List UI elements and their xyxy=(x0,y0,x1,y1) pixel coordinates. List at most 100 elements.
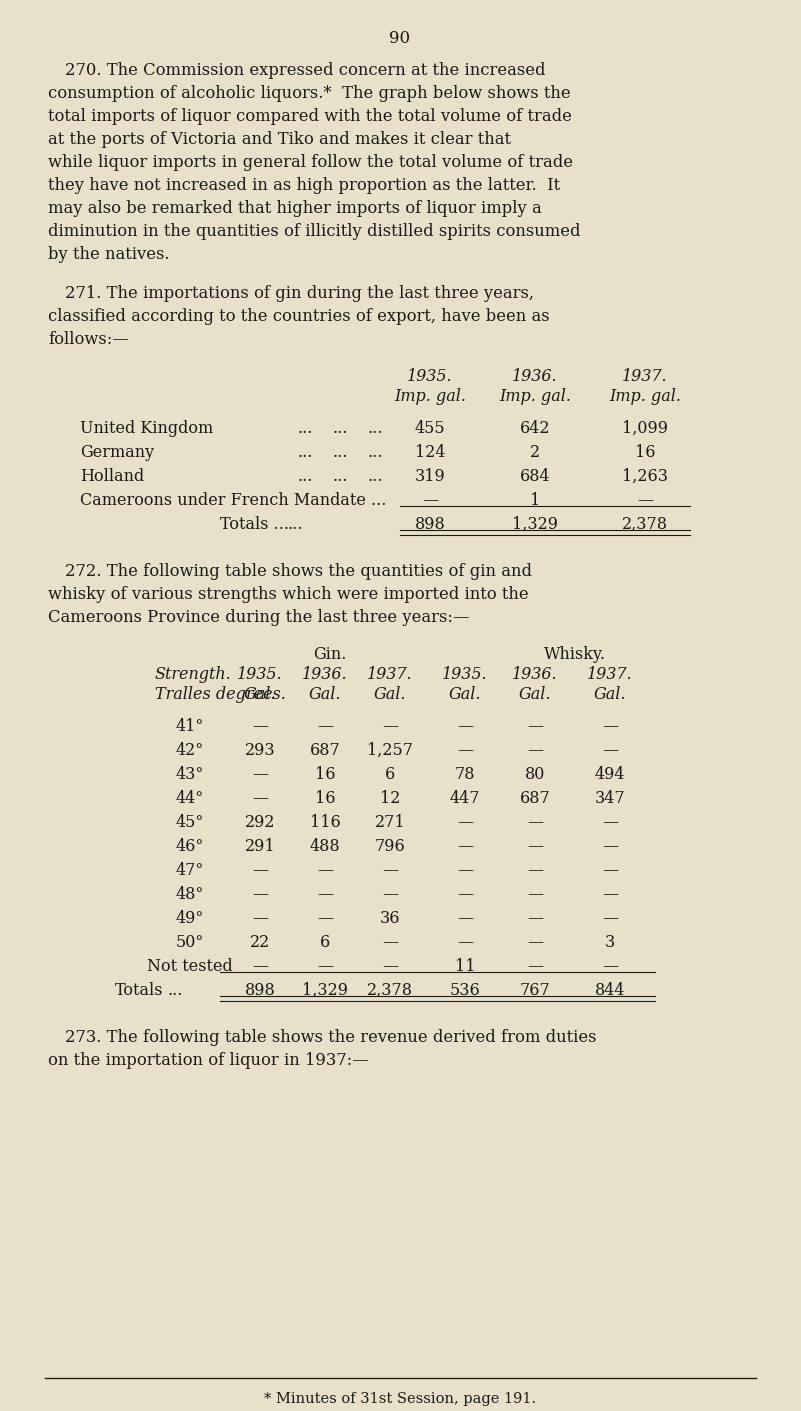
Text: 455: 455 xyxy=(415,420,445,437)
Text: Tralles degrees.: Tralles degrees. xyxy=(155,686,286,703)
Text: Gal.: Gal. xyxy=(449,686,481,703)
Text: 16: 16 xyxy=(315,790,336,807)
Text: 80: 80 xyxy=(525,766,545,783)
Text: 44°: 44° xyxy=(176,790,204,807)
Text: 16: 16 xyxy=(315,766,336,783)
Text: 6: 6 xyxy=(384,766,395,783)
Text: diminution in the quantities of illicitly distilled spirits consumed: diminution in the quantities of illicitl… xyxy=(48,223,581,240)
Text: 898: 898 xyxy=(415,516,445,533)
Text: ...: ... xyxy=(332,420,348,437)
Text: —: — xyxy=(602,886,618,903)
Text: 3: 3 xyxy=(605,934,615,951)
Text: 271: 271 xyxy=(375,814,405,831)
Text: ...: ... xyxy=(332,468,348,485)
Text: 270. The Commission expressed concern at the increased: 270. The Commission expressed concern at… xyxy=(65,62,545,79)
Text: Totals: Totals xyxy=(115,982,163,999)
Text: 46°: 46° xyxy=(175,838,204,855)
Text: 43°: 43° xyxy=(175,766,204,783)
Text: —: — xyxy=(457,814,473,831)
Text: Whisky.: Whisky. xyxy=(544,646,606,663)
Text: 272. The following table shows the quantities of gin and: 272. The following table shows the quant… xyxy=(65,563,532,580)
Text: —: — xyxy=(527,934,543,951)
Text: on the importation of liquor in 1937:—: on the importation of liquor in 1937:— xyxy=(48,1053,368,1070)
Text: —: — xyxy=(317,886,333,903)
Text: while liquor imports in general follow the total volume of trade: while liquor imports in general follow t… xyxy=(48,154,573,171)
Text: Not tested: Not tested xyxy=(147,958,233,975)
Text: 536: 536 xyxy=(449,982,481,999)
Text: 42°: 42° xyxy=(176,742,204,759)
Text: —: — xyxy=(527,718,543,735)
Text: follows:—: follows:— xyxy=(48,332,129,349)
Text: —: — xyxy=(527,958,543,975)
Text: 687: 687 xyxy=(310,742,340,759)
Text: —: — xyxy=(252,766,268,783)
Text: Germany: Germany xyxy=(80,444,154,461)
Text: 1936.: 1936. xyxy=(512,666,557,683)
Text: ...: ... xyxy=(297,420,312,437)
Text: 447: 447 xyxy=(449,790,481,807)
Text: —: — xyxy=(602,958,618,975)
Text: 844: 844 xyxy=(595,982,626,999)
Text: —: — xyxy=(637,492,653,509)
Text: —: — xyxy=(382,886,398,903)
Text: —: — xyxy=(527,910,543,927)
Text: 642: 642 xyxy=(520,420,550,437)
Text: Totals ...: Totals ... xyxy=(220,516,289,533)
Text: Gal.: Gal. xyxy=(374,686,406,703)
Text: 1,329: 1,329 xyxy=(302,982,348,999)
Text: 898: 898 xyxy=(244,982,276,999)
Text: 319: 319 xyxy=(415,468,445,485)
Text: Strength.: Strength. xyxy=(155,666,231,683)
Text: Gal.: Gal. xyxy=(519,686,551,703)
Text: by the natives.: by the natives. xyxy=(48,246,170,262)
Text: total imports of liquor compared with the total volume of trade: total imports of liquor compared with th… xyxy=(48,109,572,126)
Text: 2: 2 xyxy=(530,444,540,461)
Text: 50°: 50° xyxy=(175,934,204,951)
Text: ...: ... xyxy=(368,468,383,485)
Text: —: — xyxy=(382,862,398,879)
Text: ...: ... xyxy=(288,516,303,533)
Text: whisky of various strengths which were imported into the: whisky of various strengths which were i… xyxy=(48,586,529,602)
Text: —: — xyxy=(457,910,473,927)
Text: —: — xyxy=(457,934,473,951)
Text: Gal.: Gal. xyxy=(594,686,626,703)
Text: —: — xyxy=(317,910,333,927)
Text: —: — xyxy=(252,862,268,879)
Text: —: — xyxy=(252,958,268,975)
Text: 271. The importations of gin during the last three years,: 271. The importations of gin during the … xyxy=(65,285,534,302)
Text: —: — xyxy=(252,886,268,903)
Text: 116: 116 xyxy=(310,814,340,831)
Text: Gin.: Gin. xyxy=(313,646,347,663)
Text: 488: 488 xyxy=(310,838,340,855)
Text: 796: 796 xyxy=(375,838,405,855)
Text: 684: 684 xyxy=(520,468,550,485)
Text: 1936.: 1936. xyxy=(302,666,348,683)
Text: ...: ... xyxy=(297,468,312,485)
Text: Gal.: Gal. xyxy=(308,686,341,703)
Text: 273. The following table shows the revenue derived from duties: 273. The following table shows the reven… xyxy=(65,1029,597,1046)
Text: —: — xyxy=(457,886,473,903)
Text: —: — xyxy=(457,862,473,879)
Text: * Minutes of 31st Session, page 191.: * Minutes of 31st Session, page 191. xyxy=(264,1393,536,1405)
Text: ...: ... xyxy=(167,982,183,999)
Text: Imp. gal.: Imp. gal. xyxy=(609,388,681,405)
Text: 36: 36 xyxy=(380,910,400,927)
Text: —: — xyxy=(252,718,268,735)
Text: 49°: 49° xyxy=(175,910,204,927)
Text: —: — xyxy=(602,838,618,855)
Text: —: — xyxy=(317,958,333,975)
Text: 47°: 47° xyxy=(175,862,204,879)
Text: —: — xyxy=(457,742,473,759)
Text: Cameroons Province during the last three years:—: Cameroons Province during the last three… xyxy=(48,610,469,626)
Text: 48°: 48° xyxy=(175,886,204,903)
Text: —: — xyxy=(422,492,438,509)
Text: —: — xyxy=(317,718,333,735)
Text: 1937.: 1937. xyxy=(622,368,668,385)
Text: 41°: 41° xyxy=(175,718,204,735)
Text: Gal.: Gal. xyxy=(244,686,276,703)
Text: 2,378: 2,378 xyxy=(622,516,668,533)
Text: —: — xyxy=(602,718,618,735)
Text: Imp. gal.: Imp. gal. xyxy=(394,388,466,405)
Text: 6: 6 xyxy=(320,934,330,951)
Text: consumption of alcoholic liquors.*  The graph below shows the: consumption of alcoholic liquors.* The g… xyxy=(48,85,570,102)
